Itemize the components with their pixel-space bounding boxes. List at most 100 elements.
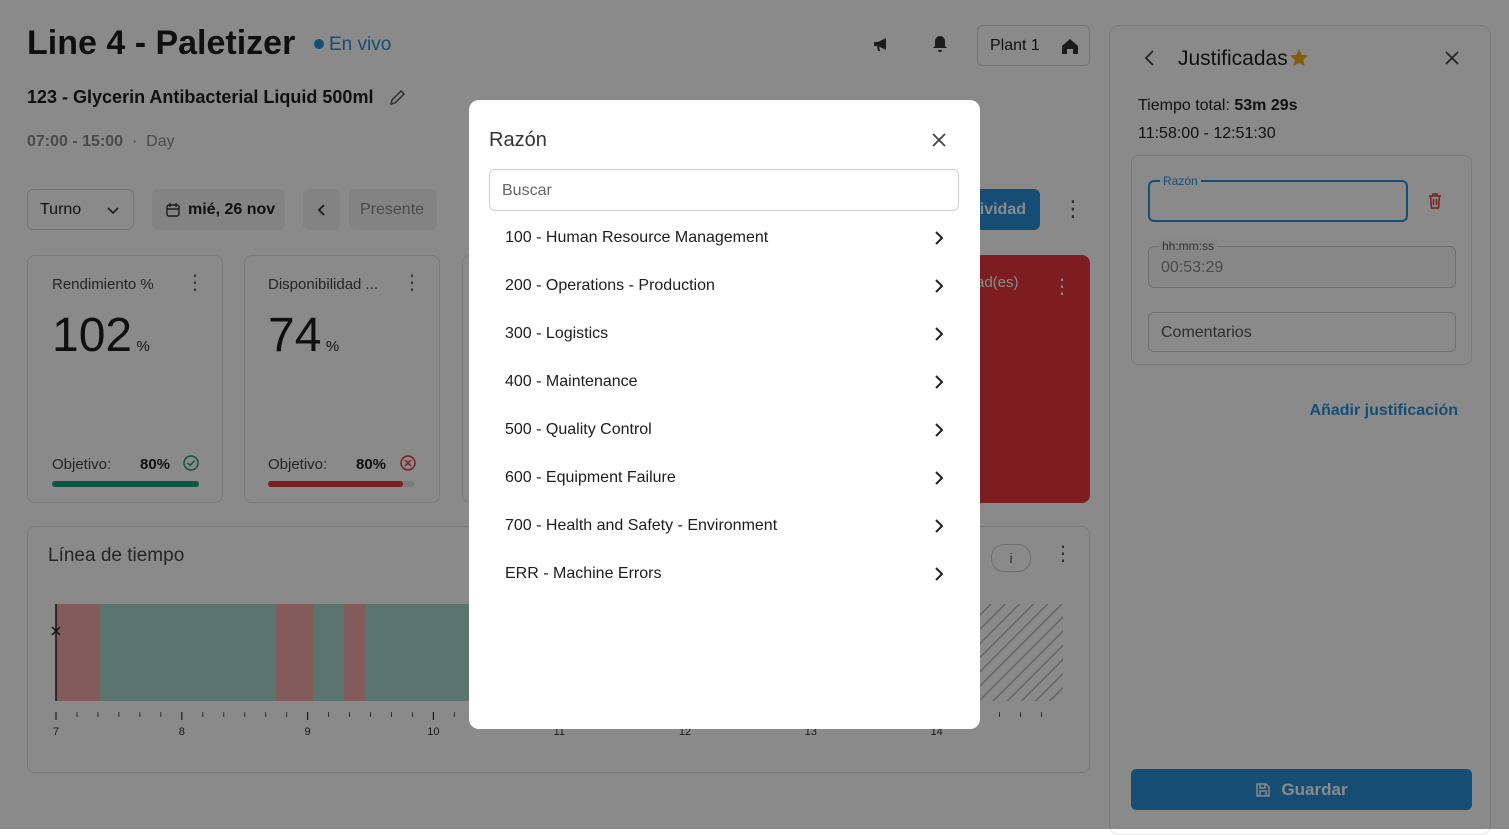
tick-label: 8 xyxy=(179,726,185,738)
tick-label: 11 xyxy=(553,726,564,738)
kpi-progress xyxy=(268,481,403,487)
close-panel[interactable] xyxy=(1444,50,1460,66)
kpi-card: Disponibilidad ... ⋮ 74 % Objetivo: 80% xyxy=(244,255,440,503)
reason-item-label: 700 - Health and Safety - Environment xyxy=(505,517,778,534)
reason-item-label: 600 - Equipment Failure xyxy=(505,469,676,486)
date-label: mié, 26 nov xyxy=(188,200,276,218)
kpi-progress xyxy=(52,481,199,487)
kpi-value: 102 xyxy=(52,309,133,362)
timeline-segment xyxy=(365,604,475,701)
comments-field[interactable]: Comentarios xyxy=(1148,312,1456,352)
add-justification[interactable]: Añadir justificación xyxy=(1309,402,1458,419)
info-button[interactable]: i xyxy=(991,544,1031,572)
bell-icon[interactable] xyxy=(930,34,950,54)
timeline: 7 8 9 10 11 12 13 14 xyxy=(51,604,1063,738)
kpi-card: Rendimiento % ⋮ 102 % Objetivo: 80% xyxy=(27,255,223,503)
timeline-segment xyxy=(56,604,100,701)
chevron-right xyxy=(935,327,944,341)
chevron-right xyxy=(935,231,944,245)
back-icon[interactable] xyxy=(1143,49,1157,67)
save-label: Guardar xyxy=(1281,779,1348,799)
shift-select[interactable]: Turno xyxy=(27,189,134,230)
kpi-unit: % xyxy=(136,338,150,355)
reason-item[interactable]: 700 - Health and Safety - Environment xyxy=(505,506,945,546)
chevron-right xyxy=(935,519,944,533)
side-panel: Justificadas Tiempo total: 53m 29s 11:58… xyxy=(1109,25,1491,835)
timeline-segment xyxy=(100,604,276,701)
live-status: En vivo xyxy=(329,34,392,55)
kpi-title: Disponibilidad ... xyxy=(268,276,379,293)
chevron-right xyxy=(935,423,944,437)
announce-icon[interactable] xyxy=(871,34,891,54)
search-input[interactable]: Buscar xyxy=(489,169,959,211)
more-menu[interactable]: ⋮ xyxy=(1062,196,1084,221)
timeline-marker xyxy=(51,626,61,636)
kpi-target: 80% xyxy=(356,456,387,473)
close-modal[interactable] xyxy=(932,133,946,147)
timeline-segment xyxy=(313,604,344,701)
shift-select-label: Turno xyxy=(40,200,82,218)
reason-item[interactable]: 300 - Logistics xyxy=(505,314,945,354)
kpi-target: 80% xyxy=(140,456,171,473)
duration-field[interactable]: hh:mm:ss 00:53:29 xyxy=(1148,239,1456,288)
chevron-right xyxy=(935,375,944,389)
kpi-ok-icon xyxy=(183,455,199,471)
chevron-right xyxy=(935,279,944,293)
reason-item-label: 500 - Quality Control xyxy=(505,421,652,438)
activity-label: tividad xyxy=(974,200,1026,218)
shift-info: 07:00 - 15:00 · Day xyxy=(27,133,175,150)
timeline-menu[interactable]: ⋮ xyxy=(1053,543,1073,565)
chevron-left xyxy=(317,203,325,216)
timeline-segment xyxy=(344,604,365,701)
reason-field[interactable]: Razón xyxy=(1148,174,1408,222)
edit-icon[interactable] xyxy=(388,87,408,107)
kpi-menu[interactable]: ⋮ xyxy=(185,272,205,294)
total-row: Tiempo total: 53m 29s xyxy=(1138,97,1298,115)
present-label: Presente xyxy=(360,200,425,218)
shift-time: 07:00 - 15:00 xyxy=(27,133,124,150)
date-picker[interactable]: mié, 26 nov xyxy=(152,189,285,230)
chevron-down xyxy=(107,207,119,215)
kpi-unit: % xyxy=(325,338,340,355)
alert-title: ad(es) xyxy=(976,274,1019,291)
total-label: Tiempo total: xyxy=(1138,97,1230,114)
plant-name: Plant 1 xyxy=(990,36,1040,54)
reason-item[interactable]: 400 - Maintenance xyxy=(505,362,945,402)
reason-item[interactable]: ERR - Machine Errors xyxy=(505,554,945,594)
kpi-menu[interactable]: ⋮ xyxy=(402,272,422,294)
kpi-target-label: Objetivo: xyxy=(268,456,328,473)
tick-label: 13 xyxy=(805,726,817,738)
time-range: 11:58:00 - 12:51:30 xyxy=(1138,125,1276,142)
kpi-fail-icon xyxy=(400,455,416,471)
reason-item[interactable]: 500 - Quality Control xyxy=(505,410,945,450)
save-icon xyxy=(1256,782,1271,797)
duration-label: hh:mm:ss xyxy=(1159,239,1218,253)
reason-item[interactable]: 600 - Equipment Failure xyxy=(505,458,945,498)
prev-button[interactable] xyxy=(303,189,340,230)
present-button[interactable]: Presente xyxy=(349,189,437,230)
home-icon xyxy=(1062,39,1078,54)
plant-selector[interactable]: Plant 1 xyxy=(977,25,1090,66)
reason-item[interactable]: 200 - Operations - Production xyxy=(505,266,945,306)
reason-label: Razón xyxy=(1160,174,1201,188)
kpi-value-row: 102 % xyxy=(52,308,150,363)
tick-label: 9 xyxy=(305,726,311,738)
alert-menu[interactable]: ⋮ xyxy=(1052,276,1072,298)
star-icon[interactable] xyxy=(1289,48,1309,68)
tick-label: 14 xyxy=(930,726,942,738)
reason-item-label: 100 - Human Resource Management xyxy=(505,229,769,246)
delete-icon[interactable] xyxy=(1427,192,1443,210)
justification-box: Razón hh:mm:ss 00:53:29 Comentarios xyxy=(1131,155,1472,365)
save-button[interactable]: Guardar xyxy=(1131,769,1472,810)
reason-item-label: 200 - Operations - Production xyxy=(505,277,715,294)
live-dot xyxy=(314,39,324,49)
tick-label: 7 xyxy=(53,726,59,738)
timeline-segment xyxy=(276,604,313,701)
timeline-future xyxy=(975,604,1063,701)
duration-value: 00:53:29 xyxy=(1161,259,1224,276)
kpi-target-label: Objetivo: xyxy=(52,456,112,473)
product-name: 123 - Glycerin Antibacterial Liquid 500m… xyxy=(27,87,374,107)
reason-item[interactable]: 100 - Human Resource Management xyxy=(505,218,945,258)
chevron-right xyxy=(935,471,944,485)
